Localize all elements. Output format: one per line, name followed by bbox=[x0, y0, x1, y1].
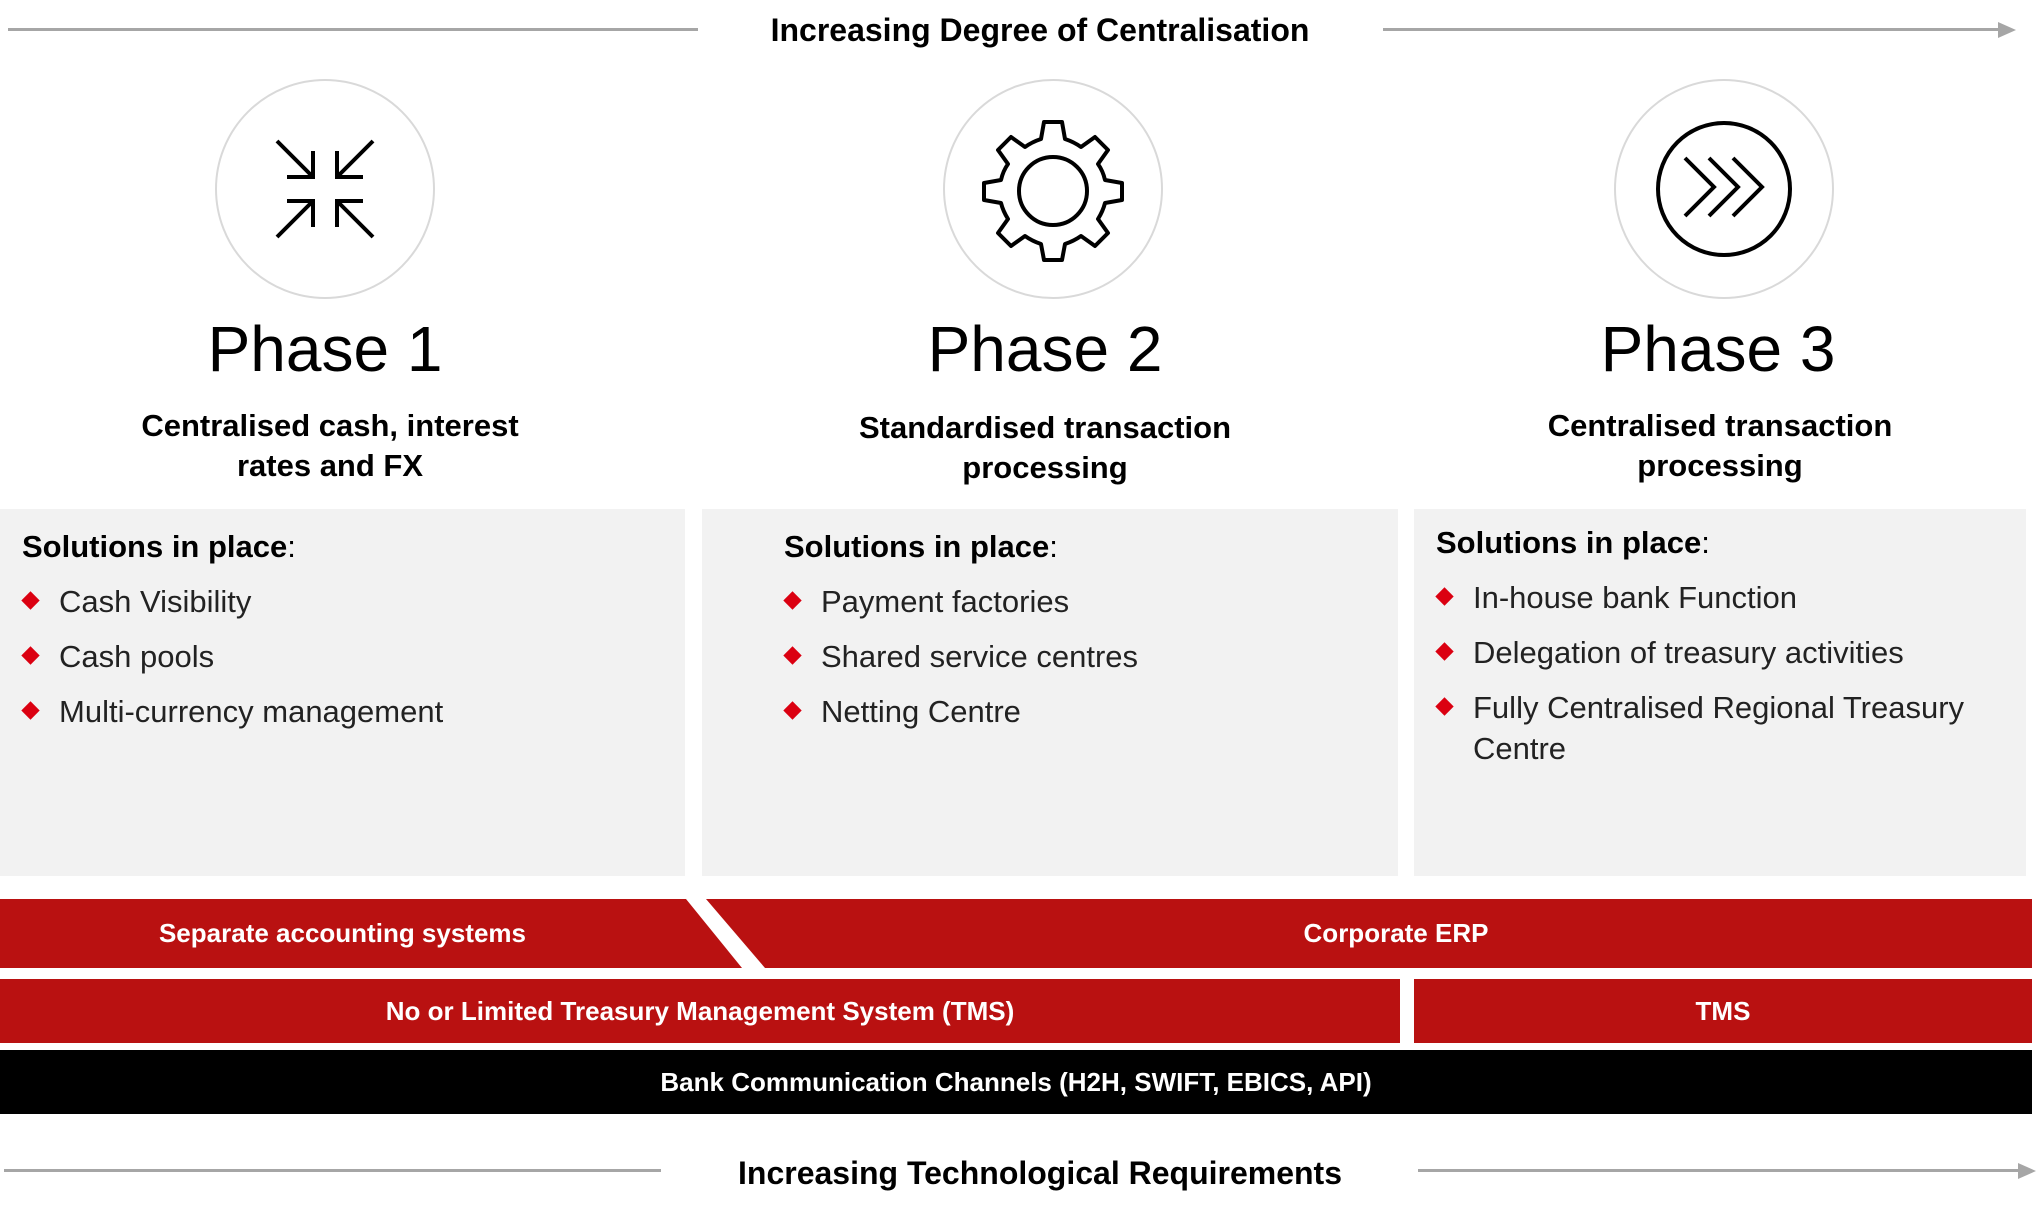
list-item: In-house bank Function bbox=[1435, 577, 2016, 618]
bottom-axis-line-left bbox=[4, 1169, 661, 1172]
phase-3-solutions-panel: Solutions in place: In-house bank Functi… bbox=[1414, 509, 2026, 876]
solutions-heading: Solutions in place: bbox=[22, 529, 296, 564]
diamond-bullet-icon bbox=[21, 701, 40, 720]
list-item: Netting Centre bbox=[783, 691, 1388, 732]
diamond-bullet-icon bbox=[1435, 642, 1454, 661]
subtitle-line: processing bbox=[1637, 448, 1803, 483]
list-item: Delegation of treasury activities bbox=[1435, 632, 2016, 673]
bank-channels-bar: Bank Communication Channels (H2H, SWIFT,… bbox=[0, 1050, 2032, 1114]
phase-2-solutions-panel: Solutions in place: Payment factories Sh… bbox=[702, 509, 1398, 876]
subtitle-line: processing bbox=[962, 450, 1128, 485]
list-item: Multi-currency management bbox=[21, 691, 675, 732]
system-bars-shapes bbox=[0, 899, 2032, 968]
phase-3-subtitle: Centralised transaction processing bbox=[1420, 406, 2020, 486]
top-axis-line-left bbox=[8, 28, 698, 31]
separate-accounting-shape bbox=[0, 899, 742, 968]
subtitle-line: Centralised transaction bbox=[1547, 408, 1893, 443]
list-item: Cash Visibility bbox=[21, 581, 675, 622]
fast-forward-circle-icon bbox=[1656, 121, 1792, 257]
diamond-bullet-icon bbox=[21, 646, 40, 665]
solutions-heading: Solutions in place: bbox=[784, 529, 1058, 564]
diamond-bullet-icon bbox=[1435, 587, 1454, 606]
corporate-erp-bar: Corporate ERP bbox=[1303, 918, 1489, 948]
bottom-axis-title: Increasing Technological Requirements bbox=[738, 1155, 1342, 1191]
phase-3-title: Phase 3 bbox=[1600, 313, 1836, 385]
diamond-bullet-icon bbox=[1435, 697, 1454, 716]
tms-bar: TMS bbox=[1414, 979, 2032, 1043]
bottom-axis-line-right bbox=[1418, 1169, 2022, 1172]
top-axis-title: Increasing Degree of Centralisation bbox=[770, 12, 1310, 48]
diamond-bullet-icon bbox=[21, 591, 40, 610]
subtitle-line: Standardised transaction bbox=[858, 410, 1232, 445]
limited-tms-bar: No or Limited Treasury Management System… bbox=[0, 979, 1400, 1043]
diamond-bullet-icon bbox=[783, 591, 802, 610]
arrow-head-icon bbox=[1998, 22, 2016, 38]
phase-1-subtitle: Centralised cash, interest rates and FX bbox=[30, 406, 630, 486]
corporate-erp-shape bbox=[706, 899, 2032, 968]
list-item: Payment factories bbox=[783, 581, 1388, 622]
list-item: Shared service centres bbox=[783, 636, 1388, 677]
phase-2-icon-circle bbox=[943, 79, 1163, 299]
list-item: Fully Centralised Regional Treasury Cent… bbox=[1435, 687, 2016, 769]
subtitle-line: Centralised cash, interest bbox=[141, 408, 519, 443]
phase-2-title: Phase 2 bbox=[927, 313, 1163, 385]
arrow-head-icon bbox=[2018, 1163, 2036, 1179]
diamond-bullet-icon bbox=[783, 701, 802, 720]
solutions-heading: Solutions in place: bbox=[1436, 525, 1710, 560]
diamond-bullet-icon bbox=[783, 646, 802, 665]
gear-icon bbox=[982, 120, 1124, 262]
phase-2-subtitle: Standardised transaction processing bbox=[745, 408, 1345, 488]
phase-3-icon-circle bbox=[1614, 79, 1834, 299]
arrows-converge-icon bbox=[275, 139, 375, 239]
separate-accounting-bar: Separate accounting systems bbox=[158, 918, 527, 948]
phase-1-title: Phase 1 bbox=[207, 313, 443, 385]
subtitle-line: rates and FX bbox=[236, 448, 424, 483]
phase-1-icon-circle bbox=[215, 79, 435, 299]
list-item: Cash pools bbox=[21, 636, 675, 677]
top-axis-line-right bbox=[1383, 28, 2003, 31]
phase-1-solutions-panel: Solutions in place: Cash Visibility Cash… bbox=[0, 509, 685, 876]
